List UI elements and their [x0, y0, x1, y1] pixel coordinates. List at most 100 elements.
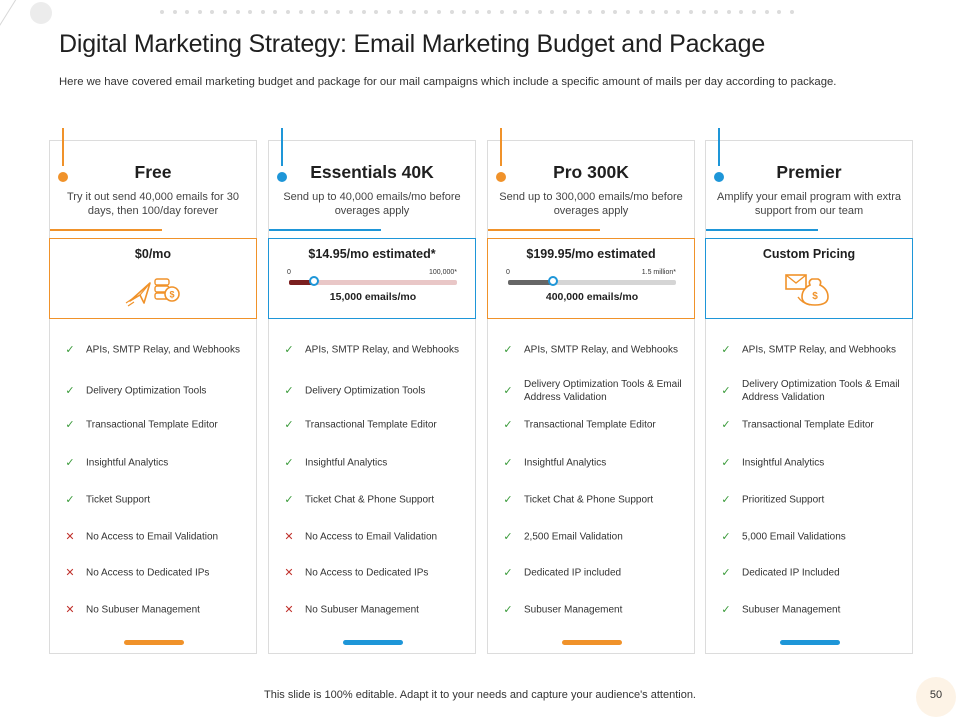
- decorative-dot: [651, 10, 656, 14]
- check-icon: ✓: [503, 385, 513, 397]
- feature-item: ✓ APIs, SMTP Relay, and Webhooks: [502, 336, 688, 364]
- feature-text: Insightful Analytics: [524, 457, 607, 469]
- slider-max-label: 1.5 million*: [641, 269, 676, 276]
- plan-description: Amplify your email program with extra su…: [716, 191, 901, 217]
- feature-item: ✓ Insightful Analytics: [502, 449, 688, 477]
- feature-item: ✓ Transactional Template Editor: [502, 411, 688, 439]
- plan-underline: [488, 229, 600, 231]
- feature-text: Insightful Analytics: [742, 457, 825, 469]
- feature-item: ✓ Ticket Chat & Phone Support: [283, 486, 469, 514]
- check-icon: ✓: [721, 344, 731, 356]
- feature-item: ✓ Delivery Optimization Tools: [64, 377, 250, 405]
- feature-text: No Access to Dedicated IPs: [305, 567, 429, 579]
- feature-text: No Subuser Management: [305, 604, 419, 616]
- pin-dot: [496, 172, 506, 182]
- plan-bottom-bar: [343, 640, 403, 645]
- check-icon: ✓: [284, 344, 294, 356]
- decorative-dot: [348, 10, 353, 14]
- decorative-dot: [197, 10, 202, 14]
- slider-track: [289, 280, 457, 285]
- check-icon: ✓: [721, 567, 731, 579]
- check-icon: ✓: [721, 457, 731, 469]
- svg-text:$: $: [169, 290, 174, 300]
- feature-text: Dedicated IP Included: [742, 567, 840, 579]
- feature-text: No Access to Dedicated IPs: [86, 567, 210, 579]
- plan-name: Free: [134, 162, 172, 182]
- slider-knob[interactable]: [309, 276, 319, 286]
- feature-text: Delivery Optimization Tools & Email Addr…: [742, 379, 900, 403]
- price-box: $14.95/mo estimated* 0 100,000* 15,000 e…: [268, 238, 476, 319]
- plan-card: Premier Amplify your email program with e…: [705, 128, 913, 654]
- page-title: Digital Marketing Strategy: Email Market…: [59, 30, 766, 58]
- pin-line: [62, 128, 64, 166]
- price-label: $0/mo: [134, 247, 172, 261]
- feature-text: Delivery Optimization Tools: [86, 385, 207, 397]
- check-icon: ✓: [284, 385, 294, 397]
- feature-text: Delivery Optimization Tools & Email Addr…: [524, 379, 682, 403]
- check-icon: ✓: [503, 344, 513, 356]
- check-icon: ✓: [503, 494, 513, 506]
- feature-text: Insightful Analytics: [86, 457, 169, 469]
- check-icon: ✓: [721, 531, 731, 543]
- decorative-dot: [563, 10, 567, 14]
- feature-item: ✓ APIs, SMTP Relay, and Webhooks: [283, 336, 469, 364]
- decorative-dot: [210, 10, 215, 14]
- envelope-money-bag-icon: $: [780, 273, 840, 307]
- slider-value-label: 15,000 emails/mo: [329, 291, 417, 303]
- feature-text: 2,500 Email Validation: [524, 531, 623, 543]
- slider-value-label: 400,000 emails/mo: [545, 291, 639, 303]
- slider-knob[interactable]: [548, 276, 558, 286]
- plan-name: Essentials 40K: [310, 162, 434, 182]
- paper-plane-money-icon: $: [124, 273, 184, 307]
- decorative-dot: [638, 10, 643, 14]
- volume-slider[interactable]: 0 100,000* 15,000 emails/mo: [287, 269, 457, 305]
- feature-text: Transactional Template Editor: [305, 419, 437, 431]
- feature-item: ✓ Insightful Analytics: [283, 449, 469, 477]
- feature-text: Ticket Chat & Phone Support: [524, 494, 654, 506]
- decorative-dot: [714, 10, 719, 14]
- cross-icon: ✕: [65, 567, 75, 579]
- check-icon: ✓: [503, 457, 513, 469]
- decorative-dot: [525, 10, 530, 14]
- slider-max-label: 100,000*: [428, 269, 457, 276]
- plan-card: Pro 300K Send up to 300,000 emails/mo bef…: [487, 128, 695, 654]
- decorative-dot: [386, 10, 391, 14]
- decorative-dot: [537, 10, 542, 14]
- check-icon: ✓: [65, 419, 75, 431]
- cross-icon: ✕: [65, 604, 75, 616]
- decorative-dot: [449, 10, 454, 14]
- check-icon: ✓: [503, 604, 513, 616]
- decorative-dot: [462, 10, 467, 14]
- volume-slider[interactable]: 0 1.5 million* 400,000 emails/mo: [506, 269, 676, 305]
- feature-item: ✓ Insightful Analytics: [64, 449, 250, 477]
- check-icon: ✓: [503, 531, 513, 543]
- decorative-dot: [726, 10, 731, 14]
- decorative-dot: [625, 10, 630, 14]
- feature-text: No Subuser Management: [86, 604, 200, 616]
- pin-dot: [714, 172, 724, 182]
- feature-item: ✕ No Subuser Management: [283, 596, 469, 624]
- feature-item: ✓ Ticket Chat & Phone Support: [502, 486, 688, 514]
- cross-icon: ✕: [284, 604, 294, 616]
- feature-item: ✕ No Access to Dedicated IPs: [64, 559, 250, 587]
- feature-item: ✓ Dedicated IP Included: [720, 559, 906, 587]
- plan-bottom-bar: [780, 640, 840, 645]
- feature-item: ✓ Transactional Template Editor: [720, 411, 906, 439]
- feature-item: ✓ 5,000 Email Validations: [720, 523, 906, 551]
- feature-text: Ticket Support: [86, 494, 151, 506]
- decorative-dot: [676, 10, 681, 14]
- decorative-dot: [374, 10, 379, 14]
- decorative-dot: [411, 10, 416, 14]
- plan-name: Pro 300K: [553, 162, 629, 182]
- slider-min-label: 0: [287, 269, 291, 276]
- decorative-dot: [285, 10, 290, 14]
- decorative-dot: [273, 10, 278, 14]
- cross-icon: ✕: [284, 531, 294, 543]
- feature-item: ✕ No Access to Email Validation: [64, 523, 250, 551]
- feature-item: ✓ Transactional Template Editor: [64, 411, 250, 439]
- decorative-line: [0, 0, 28, 41]
- slider-min-label: 0: [506, 269, 510, 276]
- price-label: Custom Pricing: [762, 247, 856, 261]
- feature-text: Transactional Template Editor: [86, 419, 218, 431]
- feature-text: Insightful Analytics: [305, 457, 388, 469]
